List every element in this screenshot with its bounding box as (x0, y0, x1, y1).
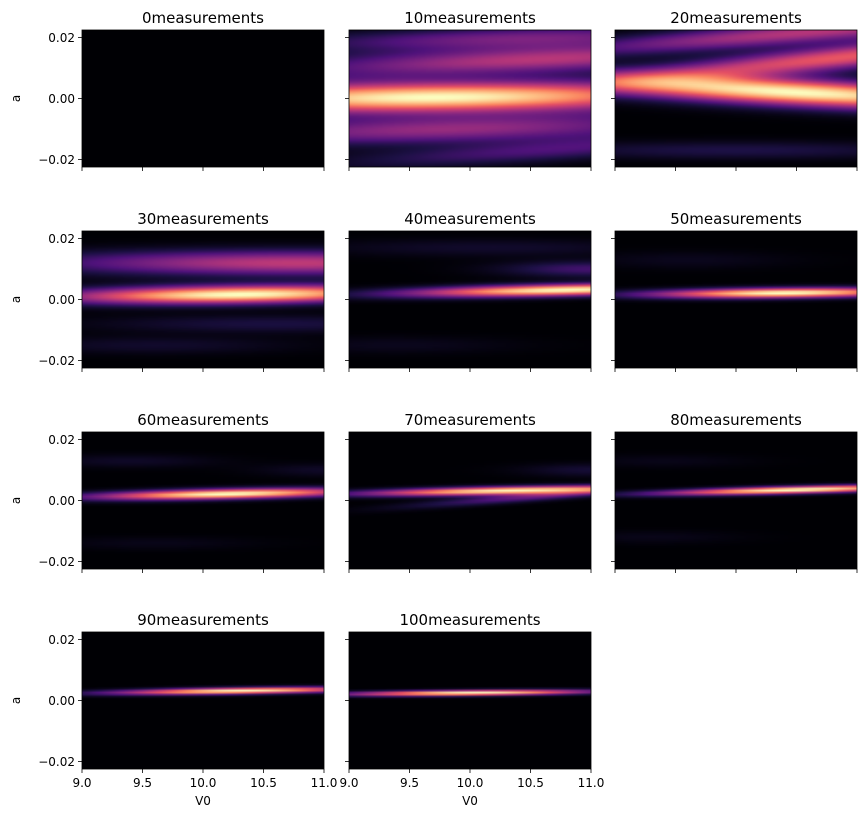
x-tick-label: 9.0 (72, 776, 91, 790)
x-tick-label: 10.5 (517, 776, 544, 790)
panel-title: 100measurements (399, 611, 540, 629)
y-tick-label: 0.02 (48, 31, 75, 45)
heatmap-image (349, 231, 591, 368)
panel-title: 60measurements (137, 411, 269, 429)
panel-title: 90measurements (137, 611, 269, 629)
y-tick-label: 0.00 (48, 694, 75, 708)
panel-title: 10measurements (404, 9, 536, 27)
y-tick-label: 0.00 (48, 494, 75, 508)
y-tick-label: 0.00 (48, 293, 75, 307)
panel-title: 30measurements (137, 210, 269, 228)
panel-30: 30measurements 0.02 0.00 −0.02 a (9, 210, 325, 372)
panel-90: 90measurements 0.02 0.00 −0.02 a 9.0 9.5 10.0 10… (9, 611, 337, 808)
panels-layer: 0measurements 0.02 0.00 −0.02 a 10measurement… (9, 9, 858, 808)
y-tick-label: 0.02 (48, 433, 75, 447)
panel-title: 80measurements (670, 411, 802, 429)
x-axis-label: V0 (462, 794, 478, 808)
panel-40: 40measurements (345, 210, 592, 372)
heatmap-image (615, 231, 857, 368)
x-tick-label: 9.0 (339, 776, 358, 790)
x-tick-label: 11.0 (578, 776, 605, 790)
panel-50: 50measurements (611, 210, 858, 372)
y-tick-label: −0.02 (38, 555, 75, 569)
panel-70: 70measurements (345, 411, 592, 573)
panel-title: 40measurements (404, 210, 536, 228)
heatmap-image (82, 30, 324, 167)
panel-title: 70measurements (404, 411, 536, 429)
panel-10: 10measurements (345, 9, 592, 171)
y-tick-label: 0.02 (48, 633, 75, 647)
heatmap-image (82, 432, 324, 569)
x-tick-label: 10.0 (190, 776, 217, 790)
heatmap-image (82, 632, 324, 769)
x-tick-label: 10.5 (250, 776, 277, 790)
y-axis-label: a (9, 95, 23, 102)
x-axis-label: V0 (195, 794, 211, 808)
panel-100: 100measurements 9.0 9.5 10.0 10.5 11.0 V0 (339, 611, 604, 808)
panel-title: 50measurements (670, 210, 802, 228)
x-tick-label: 9.5 (133, 776, 152, 790)
x-tick-label: 9.5 (400, 776, 419, 790)
heatmap-image (82, 231, 324, 368)
panel-title: 0measurements (142, 9, 264, 27)
heatmap-image (349, 632, 591, 769)
heatmap-image (615, 432, 857, 569)
panel-0: 0measurements 0.02 0.00 −0.02 a (9, 9, 325, 171)
heatmap-image (615, 30, 857, 167)
panel-80: 80measurements (611, 411, 858, 573)
x-tick-label: 11.0 (311, 776, 338, 790)
panel-60: 60measurements 0.02 0.00 −0.02 a (9, 411, 325, 573)
y-tick-label: 0.02 (48, 232, 75, 246)
x-tick-label: 10.0 (457, 776, 484, 790)
y-tick-label: −0.02 (38, 153, 75, 167)
panel-20: 20measurements (611, 9, 858, 171)
y-axis-label: a (9, 497, 23, 504)
y-axis-label: a (9, 697, 23, 704)
heatmap-image (349, 30, 591, 167)
panel-title: 20measurements (670, 9, 802, 27)
y-tick-label: −0.02 (38, 354, 75, 368)
y-tick-label: −0.02 (38, 755, 75, 769)
y-tick-label: 0.00 (48, 92, 75, 106)
y-axis-label: a (9, 296, 23, 303)
heatmap-image (349, 432, 591, 569)
